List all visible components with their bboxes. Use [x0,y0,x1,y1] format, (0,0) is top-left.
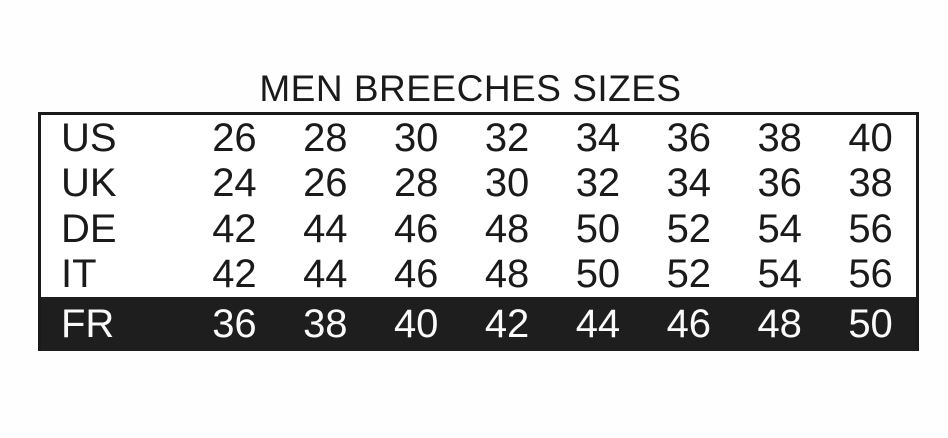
size-cell: 50 [575,252,621,297]
size-cell: 56 [848,252,893,297]
chart-title: MEN BREECHES SIZES [259,68,682,109]
size-cell: 32 [484,115,530,160]
size-cell: 54 [757,206,802,251]
size-cell: 26 [212,115,257,160]
size-cell: 50 [848,302,893,346]
size-cell: 38 [303,302,348,346]
size-cell: 46 [393,252,439,297]
size-cell: 44 [303,206,348,251]
size-cell: 42 [484,302,530,346]
size-cell: 42 [212,252,257,297]
size-cell: 28 [303,115,348,160]
size-cell: 38 [848,161,893,206]
row-label-de: DE [61,206,117,251]
table-row-de: DE 42 44 46 48 50 52 54 56 [41,206,916,252]
size-cell: 36 [212,302,257,346]
size-cell: 36 [666,115,712,160]
size-cell: 56 [848,206,893,251]
table-row-it: IT 42 44 46 48 50 52 54 56 [41,252,916,298]
size-cell: 40 [393,302,439,346]
size-cell: 34 [666,161,712,206]
size-cell: 46 [393,206,439,251]
size-cell: 24 [212,161,257,206]
size-cell: 52 [666,252,712,297]
size-cell: 34 [575,115,621,160]
size-cell: 38 [757,115,802,160]
size-cell: 46 [666,302,712,346]
size-cell: 44 [303,252,348,297]
size-cell: 54 [757,252,802,297]
size-cell: 48 [484,252,530,297]
row-label-it: IT [61,252,97,297]
row-label-fr: FR [61,302,115,346]
size-cell: 36 [757,161,802,206]
size-cell: 30 [393,115,439,160]
row-label-us: US [61,115,117,160]
size-cell: 26 [303,161,348,206]
table-row-us: US 26 28 30 32 34 36 38 40 [41,115,916,161]
table-row-uk: UK 24 26 28 30 32 34 36 38 [41,161,916,207]
size-cell: 48 [757,302,802,346]
size-cell: 52 [666,206,712,251]
size-cell: 48 [484,206,530,251]
table-row-fr-highlighted: FR 36 38 40 42 44 46 48 50 [41,297,916,351]
size-cell: 50 [575,206,621,251]
size-cell: 30 [484,161,530,206]
size-cell: 42 [212,206,257,251]
size-cell: 44 [575,302,621,346]
size-cell: 32 [575,161,621,206]
row-label-uk: UK [61,161,117,206]
size-conversion-table: US 26 28 30 32 34 36 38 40 UK 24 26 28 3… [38,112,919,351]
size-cell: 40 [848,115,893,160]
size-cell: 28 [393,161,439,206]
